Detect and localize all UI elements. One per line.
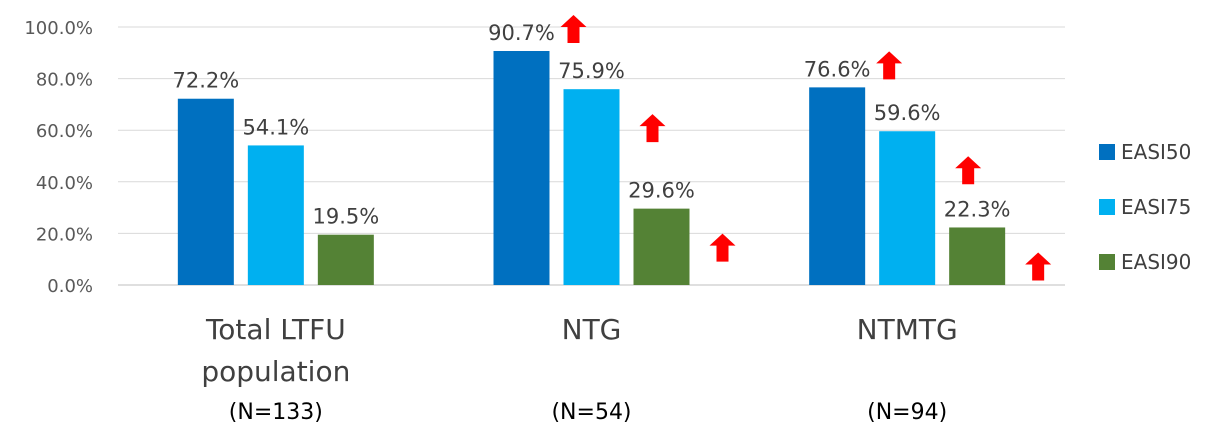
bar: [177, 98, 234, 285]
sample-size-label: (N=133): [229, 400, 323, 425]
red-up-arrow-icon: [955, 156, 982, 185]
bar: [949, 227, 1006, 285]
red-up-arrow-icon: [876, 51, 903, 80]
sample-size-label: (N=54): [551, 400, 631, 425]
data-label: 29.6%: [628, 179, 695, 203]
data-label: 59.6%: [874, 101, 941, 125]
x-category-label: Total LTFU: [205, 313, 346, 346]
data-label: 90.7%: [488, 21, 555, 45]
bar: [493, 50, 550, 285]
data-label: 19.5%: [312, 205, 379, 229]
y-tick-label: 0.0%: [47, 276, 93, 297]
y-tick-label: 100.0%: [24, 18, 93, 39]
legend-swatch: [1099, 199, 1115, 215]
red-up-arrow-icon: [1025, 252, 1052, 281]
bar: [809, 87, 866, 285]
y-tick-label: 60.0%: [36, 121, 93, 142]
legend-label: EASI75: [1121, 195, 1191, 219]
bar: [317, 234, 374, 285]
y-tick-label: 20.0%: [36, 224, 93, 245]
legend-label: EASI50: [1121, 140, 1191, 164]
data-label: 22.3%: [944, 197, 1011, 221]
data-label: 72.2%: [172, 69, 239, 93]
x-category-label: NTG: [562, 313, 622, 346]
legend-swatch: [1099, 254, 1115, 270]
data-label: 75.9%: [558, 59, 625, 83]
y-tick-label: 40.0%: [36, 173, 93, 194]
red-up-arrow-icon: [709, 233, 736, 262]
x-category-label: population: [201, 355, 350, 388]
x-category-label: NTMTG: [857, 313, 958, 346]
legend-swatch: [1099, 144, 1115, 160]
bar: [247, 145, 304, 285]
sample-size-label: (N=94): [867, 400, 947, 425]
legend-label: EASI90: [1121, 250, 1191, 274]
data-label: 76.6%: [804, 57, 871, 81]
bar: [633, 208, 690, 285]
bar: [563, 89, 620, 285]
red-up-arrow-icon: [639, 114, 666, 143]
bar: [879, 131, 936, 285]
red-up-arrow-icon: [560, 14, 587, 43]
data-label: 54.1%: [242, 115, 309, 139]
y-tick-label: 80.0%: [36, 70, 93, 91]
